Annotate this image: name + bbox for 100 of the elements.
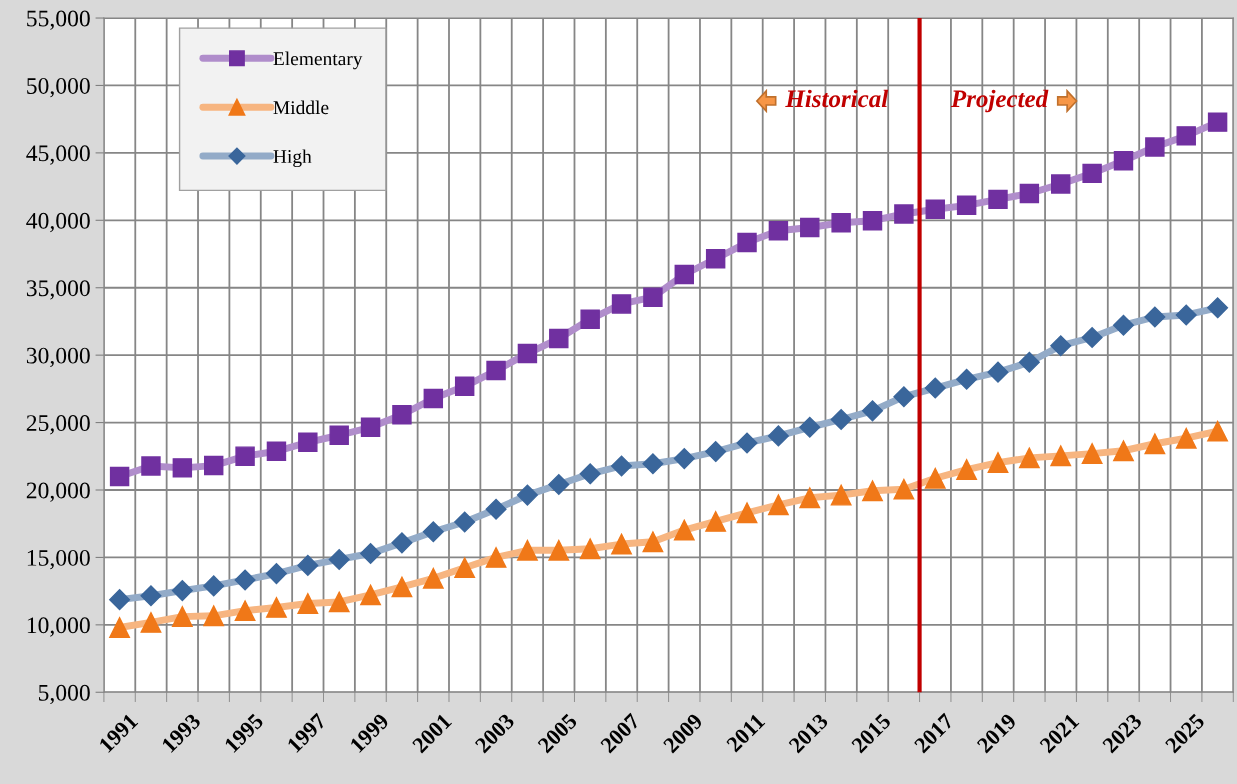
point [392,405,412,425]
point [454,557,476,579]
point [1051,174,1071,194]
point [611,455,633,477]
point [924,377,946,399]
point [705,441,727,463]
point [549,328,569,349]
legend-label: High [273,149,312,168]
point [266,441,287,462]
y-tick-label: 50,000 [27,77,90,98]
y-tick-label: 15,000 [27,549,90,570]
point [1207,112,1228,132]
point [862,480,883,502]
point [1082,163,1102,184]
point [360,584,381,606]
point [1018,351,1040,373]
point [767,425,789,447]
point [516,484,538,506]
point [391,576,413,598]
point [391,532,413,554]
point [1175,427,1197,449]
point [1050,445,1072,467]
point [422,567,444,589]
point [423,388,444,409]
y-tick-label: 10,000 [27,617,90,637]
point [673,519,695,541]
point [925,199,945,219]
point [297,554,319,576]
point [266,597,287,618]
point [1081,326,1103,349]
y-tick-label: 55,000 [27,10,90,30]
point [1145,137,1165,157]
point [140,585,162,607]
point [799,416,821,438]
annotation: Projected [950,89,1049,113]
point [987,361,1009,383]
point [548,539,570,561]
point [234,569,256,591]
point [924,467,946,489]
legend-label: Middle [273,100,329,115]
point [1050,335,1072,357]
point [767,494,789,516]
point [171,606,193,628]
point [1175,304,1197,326]
point [454,376,475,397]
y-tick-label: 35,000 [26,280,90,300]
point [203,455,224,476]
point [956,368,978,390]
point [736,432,758,454]
point [894,204,914,224]
point [674,264,695,285]
point [643,287,663,307]
point [1207,297,1229,319]
point [988,189,1008,210]
point [987,452,1009,474]
annotation: Historical [785,89,889,108]
y-tick-label: 30,000 [26,347,90,367]
point [799,487,821,509]
point [579,538,601,560]
point [705,249,726,269]
point [956,459,978,481]
point [1018,447,1040,469]
y-tick-label: 40,000 [26,212,90,233]
point [141,456,161,476]
point [1144,433,1166,455]
point [517,539,538,561]
point [705,511,727,532]
point [171,580,193,602]
point [737,232,757,253]
y-tick-label: 45,000 [26,145,90,165]
point [736,502,758,524]
point [830,484,852,506]
point [1144,306,1166,328]
point [893,478,915,500]
point [611,533,632,555]
point [486,360,506,381]
point [172,458,193,478]
point [203,605,225,627]
point [1112,314,1135,336]
point [1081,443,1103,465]
point [328,591,350,613]
point [1176,126,1196,146]
point [831,213,851,233]
point [360,542,382,565]
point [1113,440,1134,462]
y-tick-label: 5,000 [38,684,90,705]
point [234,600,256,622]
point [297,593,319,614]
point [862,210,883,231]
point [422,521,444,543]
y-tick-label: 20,000 [26,482,90,502]
point [109,617,131,638]
point [485,498,507,520]
point [642,453,664,475]
point [579,463,601,485]
point [642,531,664,553]
point [580,309,600,330]
point [203,575,225,597]
point [485,547,507,568]
point [548,473,570,495]
